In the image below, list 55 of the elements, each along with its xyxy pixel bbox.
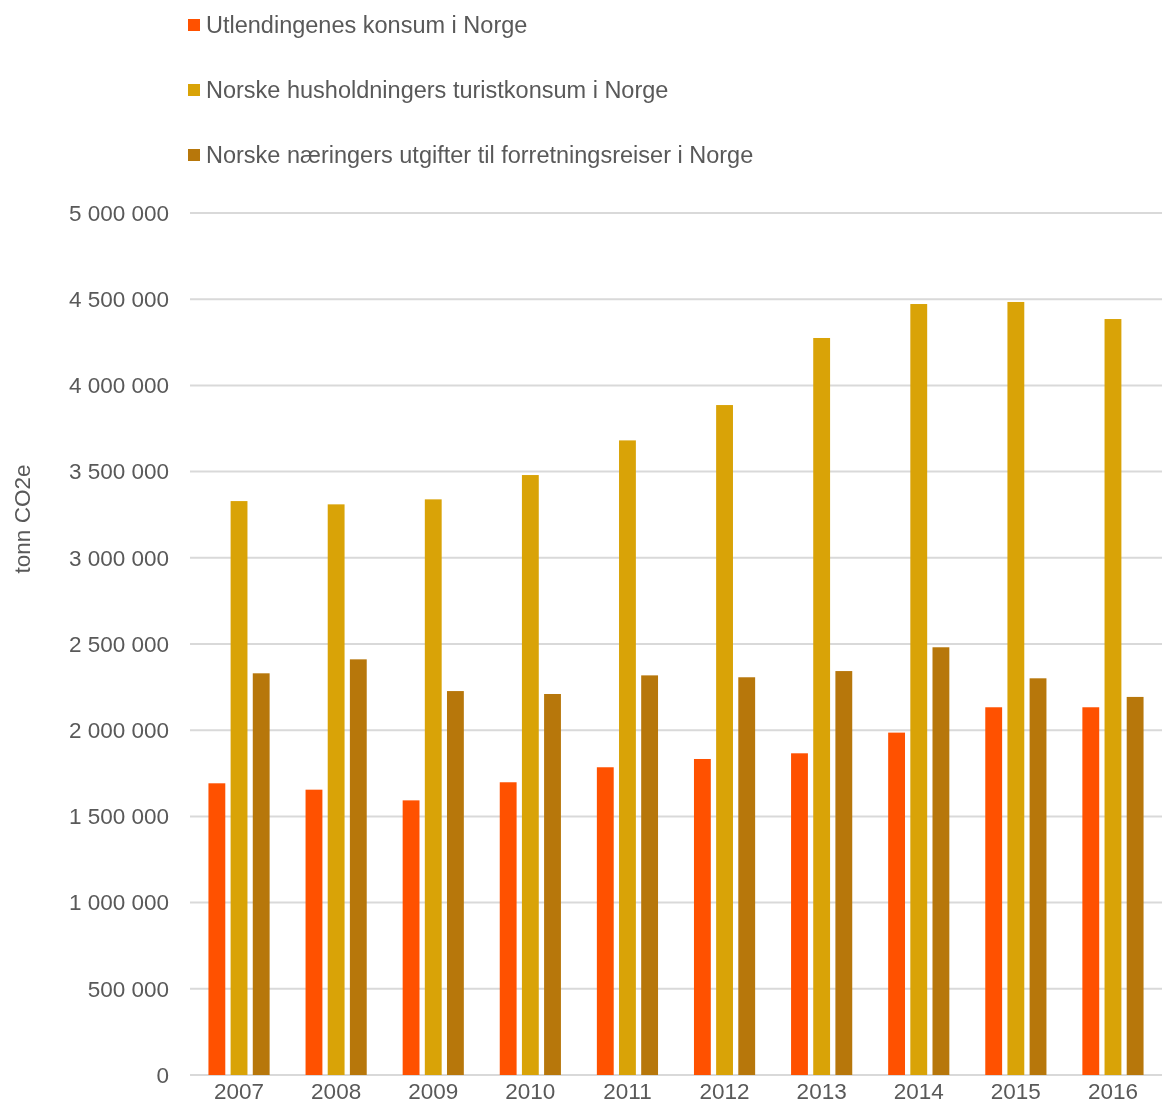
bar xyxy=(1082,707,1100,1075)
bar xyxy=(252,673,270,1075)
bar xyxy=(641,675,659,1075)
bar xyxy=(446,691,464,1075)
bar xyxy=(230,501,248,1075)
bar xyxy=(985,707,1003,1075)
x-tick-label: 2016 xyxy=(1087,1078,1138,1104)
bar xyxy=(1029,678,1047,1075)
y-tick-label: 3 500 000 xyxy=(68,459,169,485)
bar xyxy=(791,753,808,1075)
bar xyxy=(305,789,323,1075)
bar xyxy=(835,671,853,1075)
bar xyxy=(910,304,928,1075)
bar xyxy=(1126,696,1144,1075)
bar xyxy=(693,758,711,1075)
legend-label: Norske næringers utgifter til forretningsreiser i Norge xyxy=(206,142,754,169)
bar xyxy=(738,677,756,1075)
x-tick-label: 2009 xyxy=(408,1078,459,1104)
bar xyxy=(1104,319,1122,1075)
y-axis-title: tonn CO2e xyxy=(10,464,35,574)
y-tick-label: 3 000 000 xyxy=(68,545,169,571)
y-tick-label: 5 000 000 xyxy=(68,200,169,226)
y-tick-label: 2 000 000 xyxy=(68,717,169,743)
bar xyxy=(544,694,561,1075)
bar xyxy=(619,440,636,1075)
bar xyxy=(1007,301,1025,1075)
bar xyxy=(424,499,442,1075)
bar xyxy=(888,732,906,1075)
y-tick-label: 1 500 000 xyxy=(68,804,169,830)
bar xyxy=(208,783,226,1075)
x-tick-label: 2015 xyxy=(990,1078,1041,1104)
x-tick-label: 2013 xyxy=(796,1078,847,1104)
bar xyxy=(813,337,831,1075)
y-tick-label: 1 000 000 xyxy=(68,890,169,916)
x-tick-label: 2008 xyxy=(311,1078,362,1104)
legend-label: Utlendingenes konsum i Norge xyxy=(206,12,528,39)
bar xyxy=(327,504,345,1075)
bar xyxy=(716,405,733,1075)
x-tick-label: 2011 xyxy=(603,1078,652,1104)
bar xyxy=(932,647,950,1075)
bar xyxy=(499,782,517,1075)
bar xyxy=(596,767,614,1075)
bar xyxy=(521,475,539,1075)
x-tick-label: 2014 xyxy=(893,1078,944,1104)
x-tick-label: 2010 xyxy=(505,1078,556,1104)
bar xyxy=(402,800,420,1075)
y-tick-label: 4 000 000 xyxy=(68,373,169,399)
x-tick-label: 2012 xyxy=(699,1078,750,1104)
legend-label: Norske husholdningers turistkonsum i Norge xyxy=(206,77,669,104)
bar xyxy=(349,659,367,1075)
x-tick-label: 2007 xyxy=(214,1078,265,1104)
y-tick-label: 0 xyxy=(156,1062,169,1088)
y-tick-label: 4 500 000 xyxy=(68,286,169,312)
y-tick-label: 2 500 000 xyxy=(68,631,169,657)
y-tick-label: 500 000 xyxy=(87,976,169,1002)
